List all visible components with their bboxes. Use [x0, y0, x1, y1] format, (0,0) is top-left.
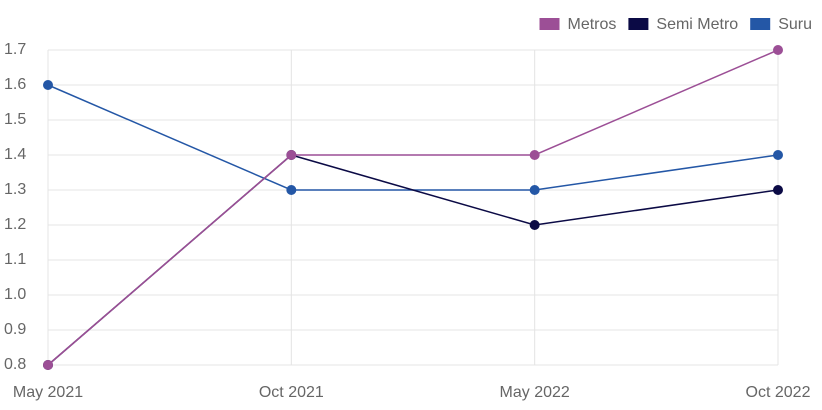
x-tick-label: May 2022 [500, 384, 570, 401]
x-tick-label: Oct 2021 [259, 384, 324, 401]
y-tick-label: 1.5 [4, 111, 26, 128]
data-point [529, 185, 540, 195]
legend-swatch [750, 18, 771, 30]
y-tick-label: 0.8 [4, 356, 26, 373]
y-tick-label: 1.4 [4, 146, 26, 163]
series-line [47, 84, 779, 191]
x-tick-label: May 2021 [13, 384, 83, 401]
data-point [286, 150, 297, 160]
data-point [773, 150, 783, 160]
data-point [773, 45, 783, 55]
series-line [47, 49, 779, 366]
data-point [286, 185, 297, 195]
y-tick-label: 1.2 [4, 216, 26, 233]
data-point [773, 185, 783, 195]
y-tick-label: 1.1 [4, 251, 26, 268]
data-point [529, 220, 540, 230]
legend-swatch [628, 18, 649, 30]
y-tick-label: 1.0 [4, 286, 26, 303]
y-tick-label: 1.3 [4, 181, 26, 198]
legend-label: Semi Metro [656, 16, 738, 33]
data-point [529, 150, 540, 160]
y-tick-label: 1.6 [4, 76, 26, 93]
legend-label: Metros [568, 16, 617, 33]
y-tick-label: 0.9 [4, 321, 26, 338]
y-tick-label: 1.7 [4, 41, 26, 58]
data-point [43, 80, 53, 90]
legend-swatch [539, 18, 560, 30]
data-point [43, 360, 53, 370]
legend-label: Suru [778, 16, 812, 33]
x-tick-label: Oct 2022 [746, 384, 811, 401]
